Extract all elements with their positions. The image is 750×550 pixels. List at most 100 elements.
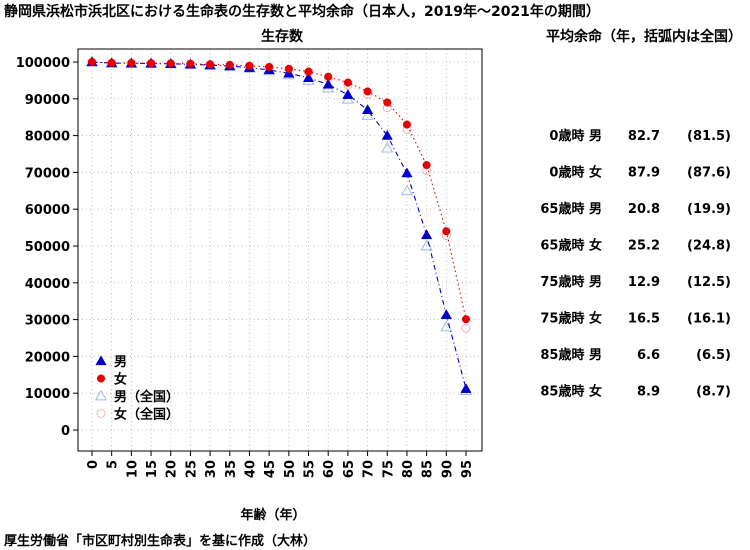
chart-title: 静岡県浜松市浜北区における生命表の生存数と平均余命（日本人，2019年～2021… (4, 3, 600, 20)
series-1 (86, 56, 472, 393)
le-national-value: (6.5) (696, 348, 731, 363)
life-expectancy-row: 85歳時 男 6.6 (6.5) (540, 347, 731, 363)
data-point (265, 62, 274, 72)
x-axis-label: 年齢（年） (240, 507, 305, 523)
x-tick-label: 85 (421, 460, 436, 478)
le-label: 75歳時 男 (540, 274, 602, 290)
x-tick-label: 20 (165, 460, 180, 478)
data-point (302, 72, 315, 82)
data-point (401, 167, 413, 178)
le-value: 20.8 (628, 202, 660, 217)
x-tick-label: 0 (86, 460, 101, 469)
le-national-value: (12.5) (687, 275, 731, 290)
data-point (343, 78, 352, 87)
chart-subtitle: 生存数 (261, 28, 304, 45)
le-value: 25.2 (628, 239, 660, 254)
x-tick-label: 95 (460, 460, 475, 478)
y-tick-label: 20000 (25, 350, 70, 365)
le-value: 82.7 (628, 129, 660, 144)
y-tick-label: 30000 (25, 314, 70, 329)
data-point (442, 227, 451, 236)
series-line (91, 61, 467, 389)
le-value: 12.9 (628, 275, 660, 290)
data-point (322, 78, 334, 89)
life-expectancy-row: 0歳時 男 82.7 (81.5) (549, 128, 731, 144)
life-expectancy-row: 85歳時 女 8.9 (8.7) (540, 384, 731, 400)
legend-marker (96, 374, 106, 383)
life-expectancy-row: 65歳時 女 25.2 (24.8) (540, 238, 731, 254)
y-tick-label: 10000 (25, 387, 70, 402)
le-label: 65歳時 女 (540, 238, 602, 254)
x-tick-label: 45 (263, 460, 278, 478)
life-expectancy-row: 65歳時 男 20.8 (19.9) (540, 201, 731, 217)
y-tick-label: 70000 (25, 166, 70, 181)
legend-marker (95, 355, 107, 366)
y-tick-label: 80000 (25, 130, 70, 145)
data-point (402, 120, 411, 129)
data-point (147, 59, 156, 68)
le-national-value: (16.1) (687, 312, 731, 327)
data-point (225, 60, 234, 69)
x-tick-label: 10 (125, 460, 140, 478)
data-point (284, 64, 293, 73)
legend: 男女男（全国） 女（全国） (94, 355, 179, 423)
data-point (107, 58, 116, 67)
le-value: 87.9 (628, 166, 660, 181)
data-point (361, 109, 374, 120)
data-point (363, 87, 372, 96)
life-expectancy-title: 平均余命（年，括弧内は全国） (546, 28, 742, 45)
x-tick-label: 15 (145, 460, 160, 478)
data-point (381, 141, 394, 153)
data-point (324, 72, 333, 81)
le-label: 85歳時 女 (540, 384, 602, 400)
le-value: 6.6 (637, 348, 660, 363)
legend-label: 女 (114, 372, 127, 388)
x-tick-label: 75 (381, 460, 396, 478)
life-expectancy-table: 0歳時 男 82.7 (81.5) 0歳時 女 87.9 (87.6) 65歳時 男 20.8… (540, 128, 731, 400)
data-point (186, 59, 195, 68)
x-tick-label: 50 (283, 460, 298, 478)
data-point (361, 104, 374, 114)
le-label: 0歳時 女 (549, 165, 602, 181)
life-expectancy-row: 75歳時 男 12.9 (12.5) (540, 274, 731, 290)
data-point (400, 184, 414, 196)
le-national-value: (81.5) (687, 129, 731, 144)
x-tick-label: 5 (106, 460, 121, 469)
x-tick-label: 55 (303, 460, 318, 478)
y-tick-label: 50000 (25, 240, 70, 255)
data-point (206, 60, 215, 69)
le-label: 85歳時 男 (540, 347, 602, 363)
plot-frame (77, 48, 483, 452)
y-tick-label: 40000 (25, 277, 70, 292)
data-point (421, 229, 433, 240)
le-national-value: (24.8) (687, 239, 731, 254)
data-point (460, 383, 472, 393)
y-tick-label: 100000 (16, 56, 70, 71)
legend-label: 女（全国） (114, 407, 179, 423)
data-point (87, 57, 97, 67)
legend-label: 男（全国） (114, 389, 179, 405)
y-tick-label: 0 (61, 424, 70, 439)
x-tick-label: 40 (243, 460, 258, 478)
x-tick-label: 60 (322, 460, 337, 478)
le-label: 75歳時 女 (540, 311, 602, 327)
x-tick-label: 65 (342, 460, 357, 478)
series (85, 55, 473, 396)
data-point (342, 89, 354, 99)
data-point (166, 59, 175, 68)
data-point (461, 323, 471, 333)
x-tick-label: 70 (362, 460, 377, 478)
life-expectancy-row: 75歳時 女 16.5 (16.1) (540, 311, 731, 327)
axes: 0 10000 20000 30000 40000 50000 60000 70000 8000… (16, 56, 475, 478)
data-point (440, 309, 452, 319)
source-note: 厚生労働省「市区町村別生命表」を基に作成（大林） (4, 533, 316, 549)
le-national-value: (19.9) (687, 202, 731, 217)
data-point (381, 129, 393, 140)
grid (78, 49, 482, 451)
data-point (383, 98, 392, 107)
series-2 (87, 57, 471, 324)
data-point (422, 160, 431, 170)
legend-label: 男 (114, 355, 127, 370)
series-3 (85, 55, 473, 396)
le-label: 65歳時 男 (540, 201, 602, 217)
